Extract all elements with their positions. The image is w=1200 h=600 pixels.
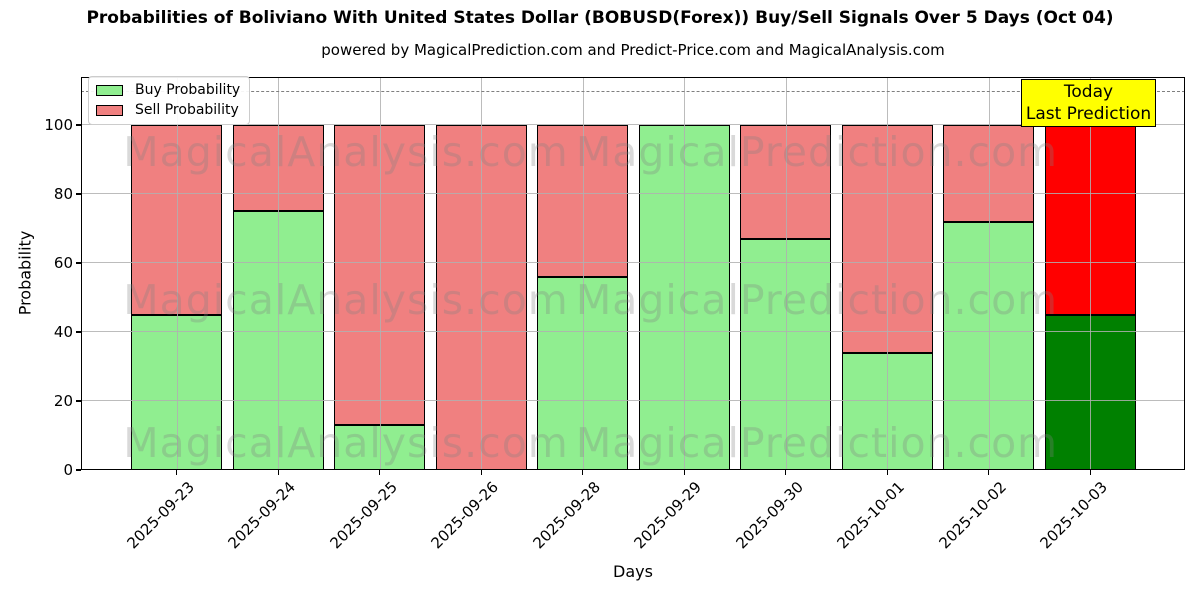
h-gridline bbox=[81, 400, 1185, 401]
y-tick-label: 60 bbox=[53, 254, 73, 272]
top-spine bbox=[81, 77, 1185, 79]
v-gridline bbox=[582, 77, 584, 470]
left-spine bbox=[81, 77, 83, 470]
v-gridline bbox=[887, 77, 889, 470]
y-tick-mark bbox=[76, 262, 81, 264]
x-tick-mark bbox=[379, 470, 381, 475]
sell-swatch-icon bbox=[96, 105, 123, 116]
chart-subtitle: powered by MagicalPrediction.com and Pre… bbox=[321, 41, 945, 59]
legend-label-sell: Sell Probability bbox=[135, 102, 239, 118]
v-gridline bbox=[176, 77, 178, 470]
x-tick-mark bbox=[683, 470, 685, 475]
watermark-text: MagicalPrediction.com bbox=[575, 276, 1059, 324]
x-tick-mark bbox=[582, 470, 584, 475]
x-tick-mark bbox=[480, 470, 482, 475]
x-tick-label: 2025-09-25 bbox=[326, 478, 401, 553]
x-tick-label: 2025-10-02 bbox=[935, 478, 1010, 553]
y-tick-mark bbox=[76, 124, 81, 126]
watermark-text: MagicalPrediction.com bbox=[575, 419, 1059, 467]
h-gridline bbox=[81, 331, 1185, 332]
right-spine bbox=[1183, 77, 1185, 470]
chart-title: Probabilities of Boliviano With United S… bbox=[86, 8, 1114, 28]
x-tick-label: 2025-09-26 bbox=[427, 478, 502, 553]
plot-area: MagicalAnalysis.com MagicalPrediction.com… bbox=[81, 77, 1185, 470]
x-tick-mark bbox=[176, 470, 178, 475]
legend-label-buy: Buy Probability bbox=[135, 82, 241, 98]
x-tick-label: 2025-09-23 bbox=[123, 478, 198, 553]
y-tick-mark bbox=[76, 400, 81, 402]
h-gridline bbox=[81, 193, 1185, 194]
v-gridline bbox=[684, 77, 686, 470]
v-gridline bbox=[988, 77, 990, 470]
x-tick-mark bbox=[1089, 470, 1091, 475]
annotation-line-2: Last Prediction bbox=[1025, 104, 1152, 124]
x-tick-label: 2025-10-03 bbox=[1036, 478, 1111, 553]
v-gridline bbox=[1090, 77, 1092, 470]
x-tick-label: 2025-09-29 bbox=[630, 478, 705, 553]
bottom-spine bbox=[81, 468, 1185, 470]
watermark-text: MagicalAnalysis.com bbox=[123, 128, 569, 176]
y-tick-mark bbox=[76, 331, 81, 333]
x-tick-label: 2025-09-30 bbox=[732, 478, 807, 553]
x-tick-mark bbox=[785, 470, 787, 475]
today-annotation: Today Last Prediction bbox=[1021, 79, 1156, 127]
watermark-text: MagicalAnalysis.com bbox=[123, 419, 569, 467]
y-axis-label: Probability bbox=[15, 230, 35, 316]
x-axis-label: Days bbox=[613, 562, 653, 581]
x-tick-label: 2025-09-24 bbox=[224, 478, 299, 553]
watermark-text: MagicalAnalysis.com bbox=[123, 276, 569, 324]
x-tick-mark bbox=[277, 470, 279, 475]
y-tick-label: 40 bbox=[53, 323, 73, 341]
buy-swatch-icon bbox=[96, 85, 123, 96]
legend-item-sell: Sell Probability bbox=[96, 102, 240, 119]
x-tick-label: 2025-09-28 bbox=[529, 478, 604, 553]
annotation-line-1: Today bbox=[1063, 82, 1114, 102]
v-gridline bbox=[379, 77, 381, 470]
y-tick-mark bbox=[76, 469, 81, 471]
h-gridline bbox=[81, 262, 1185, 263]
watermark-text: MagicalPrediction.com bbox=[575, 128, 1059, 176]
legend-item-buy: Buy Probability bbox=[96, 82, 240, 99]
x-tick-label: 2025-10-01 bbox=[833, 478, 908, 553]
v-gridline bbox=[785, 77, 787, 470]
x-tick-mark bbox=[988, 470, 990, 475]
y-tick-mark bbox=[76, 193, 81, 195]
dashed-threshold-line bbox=[81, 90, 1185, 92]
y-tick-label: 0 bbox=[63, 461, 73, 479]
legend: Buy Probability Sell Probability bbox=[88, 76, 251, 125]
y-tick-label: 20 bbox=[53, 392, 73, 410]
x-tick-mark bbox=[886, 470, 888, 475]
v-gridline bbox=[278, 77, 280, 470]
y-tick-label: 80 bbox=[53, 185, 73, 203]
v-gridline bbox=[481, 77, 483, 470]
y-tick-label: 100 bbox=[44, 116, 73, 134]
h-gridline bbox=[81, 124, 1185, 125]
